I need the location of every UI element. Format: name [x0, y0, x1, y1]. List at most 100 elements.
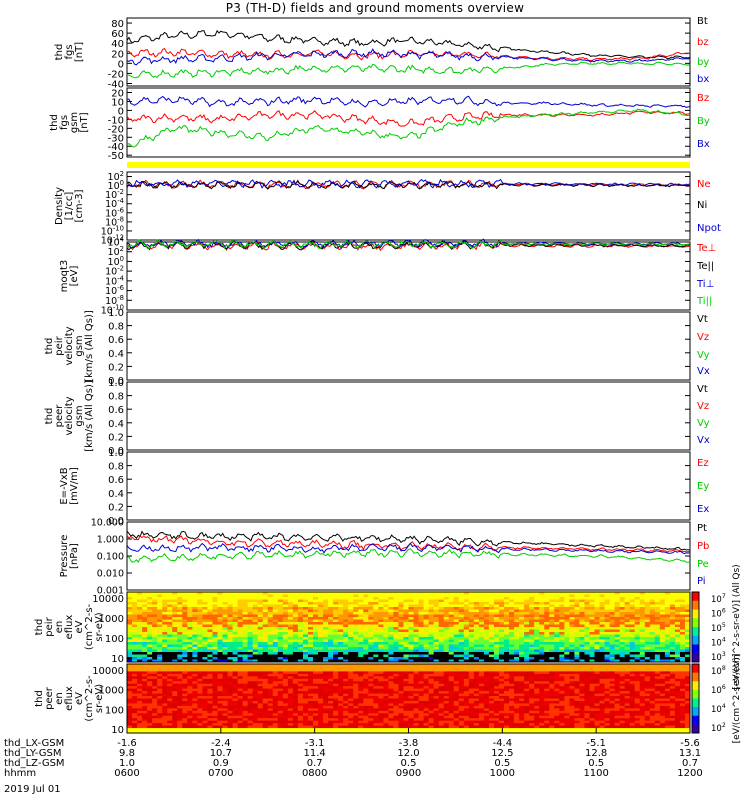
spectrogram-cell — [670, 615, 675, 618]
spectrogram-cell — [378, 632, 383, 635]
spectrogram-cell — [569, 671, 574, 674]
spectrogram-cell — [409, 669, 414, 672]
spectrogram-cell — [494, 655, 499, 658]
spectrogram-cell — [283, 600, 288, 603]
spectrogram-cell — [137, 652, 142, 655]
spectrogram-cell — [534, 689, 539, 692]
spectrogram-cell — [383, 597, 388, 600]
spectrogram-cell — [363, 647, 368, 650]
spectrogram-cell — [479, 637, 484, 640]
spectrogram-cell — [127, 674, 132, 677]
spectrogram-cell — [378, 684, 383, 687]
spectrogram-cell — [162, 652, 167, 655]
spectrogram-cell — [499, 679, 504, 682]
spectrogram-cell — [147, 647, 152, 650]
spectrogram-cell — [283, 671, 288, 674]
legend-Ey: Ey — [697, 481, 709, 492]
spectrogram-cell — [610, 671, 615, 674]
spectrogram-cell — [278, 620, 283, 623]
spectrogram-cell — [243, 647, 248, 650]
spectrogram-cell — [373, 622, 378, 625]
legend-Bz: Bz — [697, 93, 709, 104]
spectrogram-cell — [152, 632, 157, 635]
spectrogram-cell — [509, 671, 514, 674]
spectrogram-cell — [429, 632, 434, 635]
spectrogram-cell — [610, 615, 615, 618]
spectrogram-cell — [283, 681, 288, 684]
spectrogram-cell — [263, 666, 268, 669]
spectrogram-cell — [358, 681, 363, 684]
spectrogram-cell — [419, 607, 424, 610]
spectrogram-cell — [434, 691, 439, 694]
spectrogram-cell — [479, 602, 484, 605]
spectrogram-cell — [253, 676, 258, 679]
spectrogram-cell — [509, 647, 514, 650]
spectrogram-cell — [514, 632, 519, 635]
spectrogram-cell — [600, 600, 605, 603]
spectrogram-cell — [207, 676, 212, 679]
spectrogram-cell — [479, 694, 484, 697]
spectrogram-cell — [499, 696, 504, 699]
spectrogram-cell — [605, 691, 610, 694]
spectrogram-cell — [409, 645, 414, 648]
spectrogram-cell — [474, 652, 479, 655]
spectrogram-cell — [549, 645, 554, 648]
spectrogram-cell — [142, 627, 147, 630]
spectrogram-cell — [303, 650, 308, 653]
spectrogram-cell — [283, 657, 288, 660]
spectrogram-cell — [167, 694, 172, 697]
spectrogram-cell — [293, 620, 298, 623]
spectrogram-cell — [368, 696, 373, 699]
spectrogram-cell — [303, 689, 308, 692]
spectrogram-cell — [383, 652, 388, 655]
spectrogram-cell — [313, 666, 318, 669]
spectrogram-cell — [509, 650, 514, 653]
spectrogram-cell — [610, 686, 615, 689]
spectrogram-cell — [313, 691, 318, 694]
spectrogram-cell — [424, 625, 429, 628]
spectrogram-cell — [574, 669, 579, 672]
spectrogram-cell — [514, 666, 519, 669]
spectrogram-cell — [353, 671, 358, 674]
spectrogram-cell — [328, 600, 333, 603]
spectrogram-cell — [409, 640, 414, 643]
spectrogram-cell — [620, 627, 625, 630]
spectrogram-cell — [635, 627, 640, 630]
spectrogram-cell — [549, 679, 554, 682]
spectrogram-cell — [559, 655, 564, 658]
spectrogram-cell — [283, 674, 288, 677]
spectrogram-cell — [610, 595, 615, 598]
spectrogram-cell — [278, 632, 283, 635]
spectrogram-cell — [489, 686, 494, 689]
spectrogram-cell — [353, 632, 358, 635]
spectrogram-cell — [534, 679, 539, 682]
spectrogram-cell — [313, 696, 318, 699]
spectrogram-cell — [544, 671, 549, 674]
spectrogram-cell — [248, 657, 253, 660]
spectrogram-cell — [424, 635, 429, 638]
spectrogram-cell — [534, 657, 539, 660]
spectrogram-cell — [605, 674, 610, 677]
spectrogram-cell — [192, 679, 197, 682]
spectrogram-cell — [273, 652, 278, 655]
spectrogram-cell — [393, 612, 398, 615]
spectrogram-cell — [439, 676, 444, 679]
spectrogram-cell — [308, 679, 313, 682]
spectrogram-cell — [630, 666, 635, 669]
spectrogram-cell — [383, 632, 388, 635]
spectrogram-cell — [559, 696, 564, 699]
spectrogram-cell — [544, 652, 549, 655]
spectrogram-cell — [147, 610, 152, 613]
spectrogram-cell — [348, 689, 353, 692]
spectrogram-cell — [263, 642, 268, 645]
spectrogram-cell — [303, 674, 308, 677]
spectrogram-cell — [589, 671, 594, 674]
spectrogram-cell — [197, 691, 202, 694]
spectrogram-cell — [373, 684, 378, 687]
spectrogram-cell — [414, 615, 419, 618]
spectrogram-cell — [489, 607, 494, 610]
spectrogram-cell — [207, 655, 212, 658]
spectrogram-cell — [192, 602, 197, 605]
spectrogram-cell — [308, 632, 313, 635]
spectrogram-cell — [177, 642, 182, 645]
